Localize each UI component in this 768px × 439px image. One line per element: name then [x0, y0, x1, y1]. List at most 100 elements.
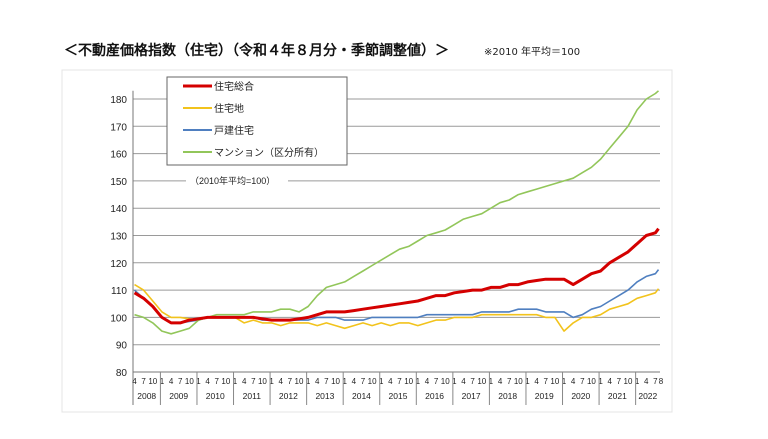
- x-month-label: 1: [306, 377, 311, 386]
- x-month-label: 10: [404, 377, 413, 386]
- x-year-label: 2010: [206, 391, 225, 401]
- x-month-label: 1: [452, 377, 457, 386]
- x-month-label: 10: [587, 377, 596, 386]
- x-year-label: 2014: [352, 391, 371, 401]
- x-month-label: 4: [242, 377, 247, 386]
- x-month-label: 7: [288, 377, 293, 386]
- x-month-label: 1: [489, 377, 494, 386]
- x-month-label: 10: [477, 377, 486, 386]
- x-month-label: 10: [624, 377, 633, 386]
- x-month-label: 4: [352, 377, 357, 386]
- x-month-label: 10: [331, 377, 340, 386]
- x-year-label: 2011: [243, 391, 262, 401]
- y-tick-label: 150: [110, 177, 127, 188]
- x-month-label: 10: [550, 377, 559, 386]
- x-year-label: 2013: [315, 391, 334, 401]
- x-month-label: 7: [653, 377, 658, 386]
- x-month-label: 10: [295, 377, 304, 386]
- series-line-1: [134, 283, 660, 332]
- x-month-label: 7: [507, 377, 512, 386]
- legend-box: [166, 76, 348, 166]
- x-month-label: 10: [368, 377, 377, 386]
- base-note: ※2010 年平均＝100: [484, 47, 581, 58]
- x-month-label: 1: [196, 377, 201, 386]
- x-year-label: 2016: [425, 391, 444, 401]
- x-month-label: 10: [441, 377, 450, 386]
- y-tick-label: 120: [110, 259, 127, 270]
- x-month-label: 4: [425, 377, 430, 386]
- x-month-label: 10: [221, 377, 230, 386]
- x-month-label: 4: [534, 377, 539, 386]
- annotation-bg: [186, 172, 288, 188]
- legend-label: マンション（区分所有）: [214, 146, 324, 159]
- series-line-2: [133, 269, 660, 324]
- x-month-label: 7: [434, 377, 439, 386]
- series-line-0: [133, 227, 660, 325]
- y-tick-label: 130: [110, 232, 127, 243]
- x-month-label: 1: [635, 377, 640, 386]
- y-tick-label: 180: [110, 95, 127, 106]
- x-year-label: 2019: [535, 391, 554, 401]
- x-month-label: 1: [160, 377, 165, 386]
- x-month-label: 7: [580, 377, 585, 386]
- annotation: （2010年平均=100）: [190, 175, 275, 186]
- x-month-label: 10: [148, 377, 157, 386]
- x-month-label: 1: [269, 377, 274, 386]
- y-tick-label: 80: [116, 368, 128, 379]
- x-year-label: 2009: [169, 391, 188, 401]
- x-month-label: 7: [251, 377, 256, 386]
- y-tick-label: 170: [110, 122, 127, 133]
- x-month-label: 1: [379, 377, 384, 386]
- x-month-label: 7: [215, 377, 220, 386]
- x-year-label: 2015: [389, 391, 408, 401]
- x-month-label: 4: [278, 377, 283, 386]
- x-month-label: 4: [169, 377, 174, 386]
- x-month-label: 10: [514, 377, 523, 386]
- x-month-label: 4: [388, 377, 393, 386]
- x-year-label: 2017: [462, 391, 481, 401]
- legend-label: 戸建住宅: [214, 124, 254, 137]
- legend-label: 住宅総合: [214, 80, 254, 93]
- x-month-label: 7: [617, 377, 622, 386]
- x-month-label: 4: [498, 377, 503, 386]
- x-month-label: 10: [185, 377, 194, 386]
- x-year-label: 2008: [137, 391, 156, 401]
- x-month-label: 4: [132, 377, 137, 386]
- x-month-label: 4: [205, 377, 210, 386]
- x-month-label: 1: [598, 377, 603, 386]
- y-tick-label: 140: [110, 204, 127, 215]
- x-month-label: 7: [178, 377, 183, 386]
- chart-frame: [61, 69, 673, 413]
- x-month-label: 10: [258, 377, 267, 386]
- x-month-label: 7: [470, 377, 475, 386]
- x-month-label: 4: [315, 377, 320, 386]
- x-month-label: 4: [644, 377, 649, 386]
- x-year-label: 2020: [571, 391, 590, 401]
- x-month-label: 7: [397, 377, 402, 386]
- x-month-label: 7: [544, 377, 549, 386]
- x-month-label: 7: [141, 377, 146, 386]
- x-year-label: 2018: [498, 391, 517, 401]
- x-month-label: 4: [571, 377, 576, 386]
- series-line-3: [134, 90, 660, 335]
- x-month-label: 1: [233, 377, 238, 386]
- x-month-label: 7: [361, 377, 366, 386]
- y-tick-label: 100: [110, 313, 127, 324]
- y-tick-label: 160: [110, 150, 127, 161]
- x-month-label: 4: [607, 377, 612, 386]
- x-month-label: 4: [461, 377, 466, 386]
- chart-title: ＜不動産価格指数（住宅）（令和４年８月分・季節調整値）＞: [64, 43, 449, 59]
- y-tick-label: 90: [116, 341, 128, 352]
- x-month-label: 1: [342, 377, 347, 386]
- x-year-label: 2012: [279, 391, 298, 401]
- x-month-label: 7: [324, 377, 329, 386]
- legend-label: 住宅地: [214, 102, 244, 115]
- y-tick-label: 110: [111, 286, 127, 297]
- x-year-label: 2021: [608, 391, 627, 401]
- x-month-label: 8: [659, 377, 664, 386]
- x-month-label: 1: [562, 377, 567, 386]
- x-year-label: 2022: [638, 391, 657, 401]
- x-month-label: 1: [416, 377, 421, 386]
- x-month-label: 1: [525, 377, 530, 386]
